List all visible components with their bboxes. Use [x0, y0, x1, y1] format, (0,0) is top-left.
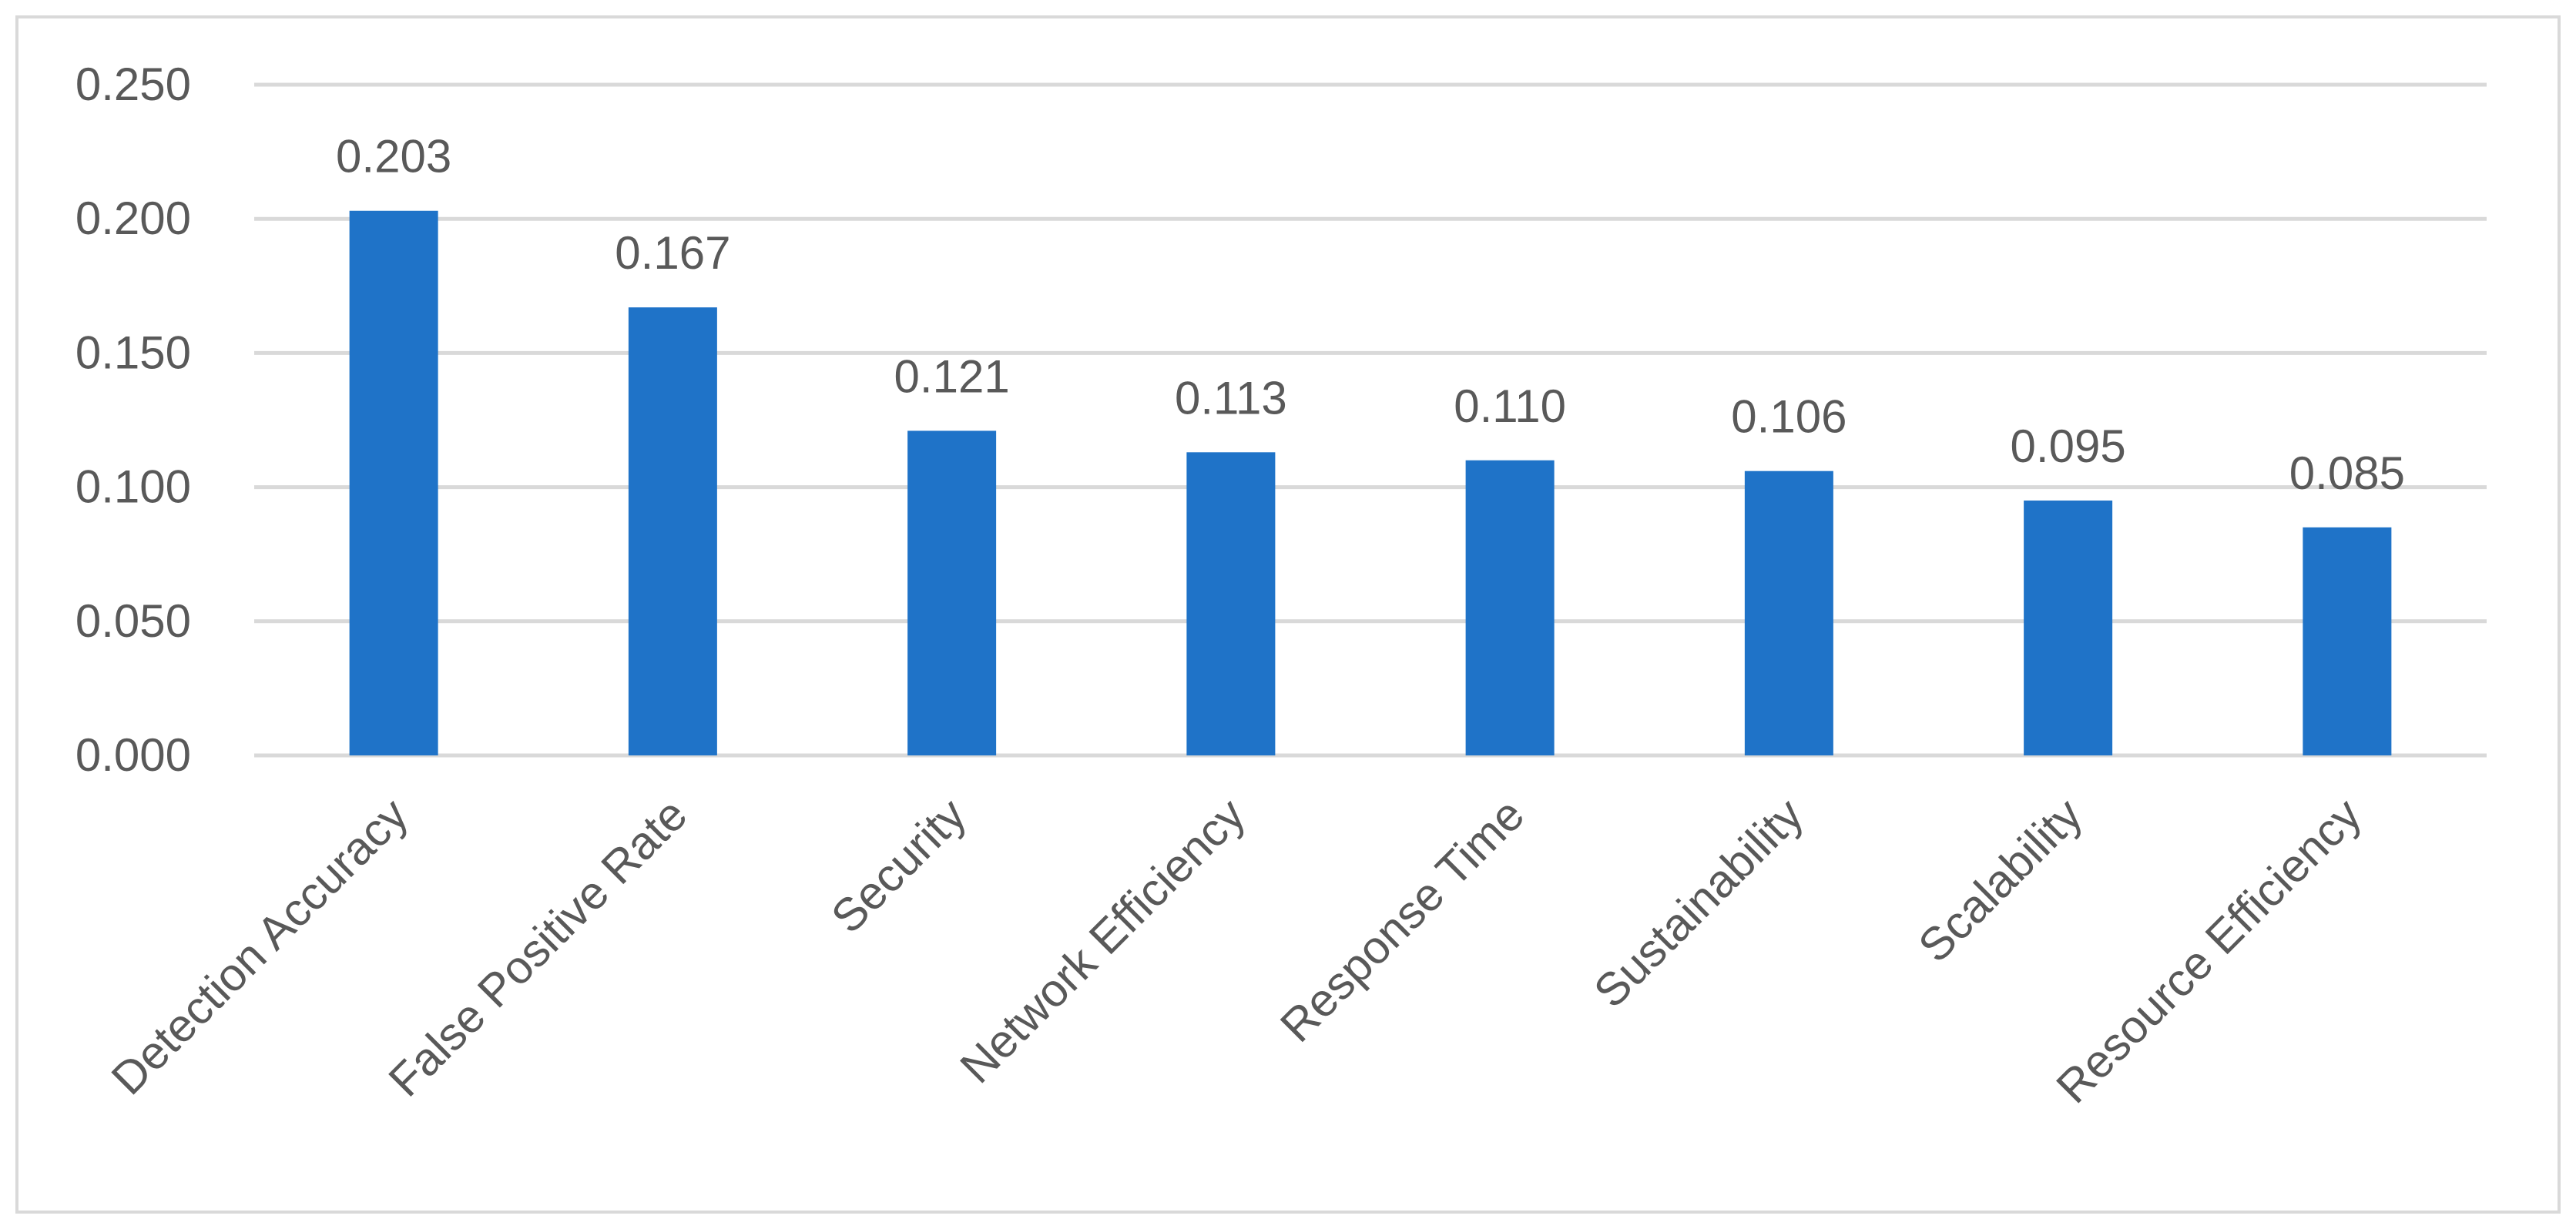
- y-axis-ticks: 0.000 0.050 0.100 0.150 0.200 0.250: [75, 59, 191, 781]
- bar: [349, 210, 438, 755]
- y-tick-label: 0.200: [75, 193, 191, 244]
- y-tick-label: 0.000: [75, 729, 191, 781]
- data-label: 0.167: [615, 227, 730, 279]
- data-label: 0.110: [1454, 380, 1566, 432]
- y-tick-label: 0.150: [75, 327, 191, 378]
- data-label: 0.106: [1731, 391, 1846, 443]
- bar: [2303, 527, 2392, 755]
- y-tick-label: 0.250: [75, 59, 191, 110]
- data-labels: 0.203 0.167 0.121 0.113 0.110 0.106 0.095 0.085: [336, 131, 2405, 499]
- bars: [349, 210, 2392, 755]
- bar: [1186, 452, 1276, 755]
- data-label: 0.113: [1175, 372, 1287, 424]
- data-label: 0.095: [2011, 420, 2126, 472]
- bar: [907, 430, 997, 755]
- y-tick-label: 0.100: [75, 461, 191, 513]
- chart-border: [15, 15, 2561, 1214]
- bar: [628, 307, 717, 755]
- data-label: 0.121: [894, 350, 1010, 402]
- data-label: 0.085: [2289, 447, 2405, 499]
- y-tick-label: 0.050: [75, 595, 191, 647]
- bar: [1465, 460, 1555, 755]
- gridlines: [254, 82, 2487, 758]
- data-label: 0.203: [336, 131, 451, 183]
- bar: [2024, 501, 2113, 755]
- bar: [1744, 471, 1833, 755]
